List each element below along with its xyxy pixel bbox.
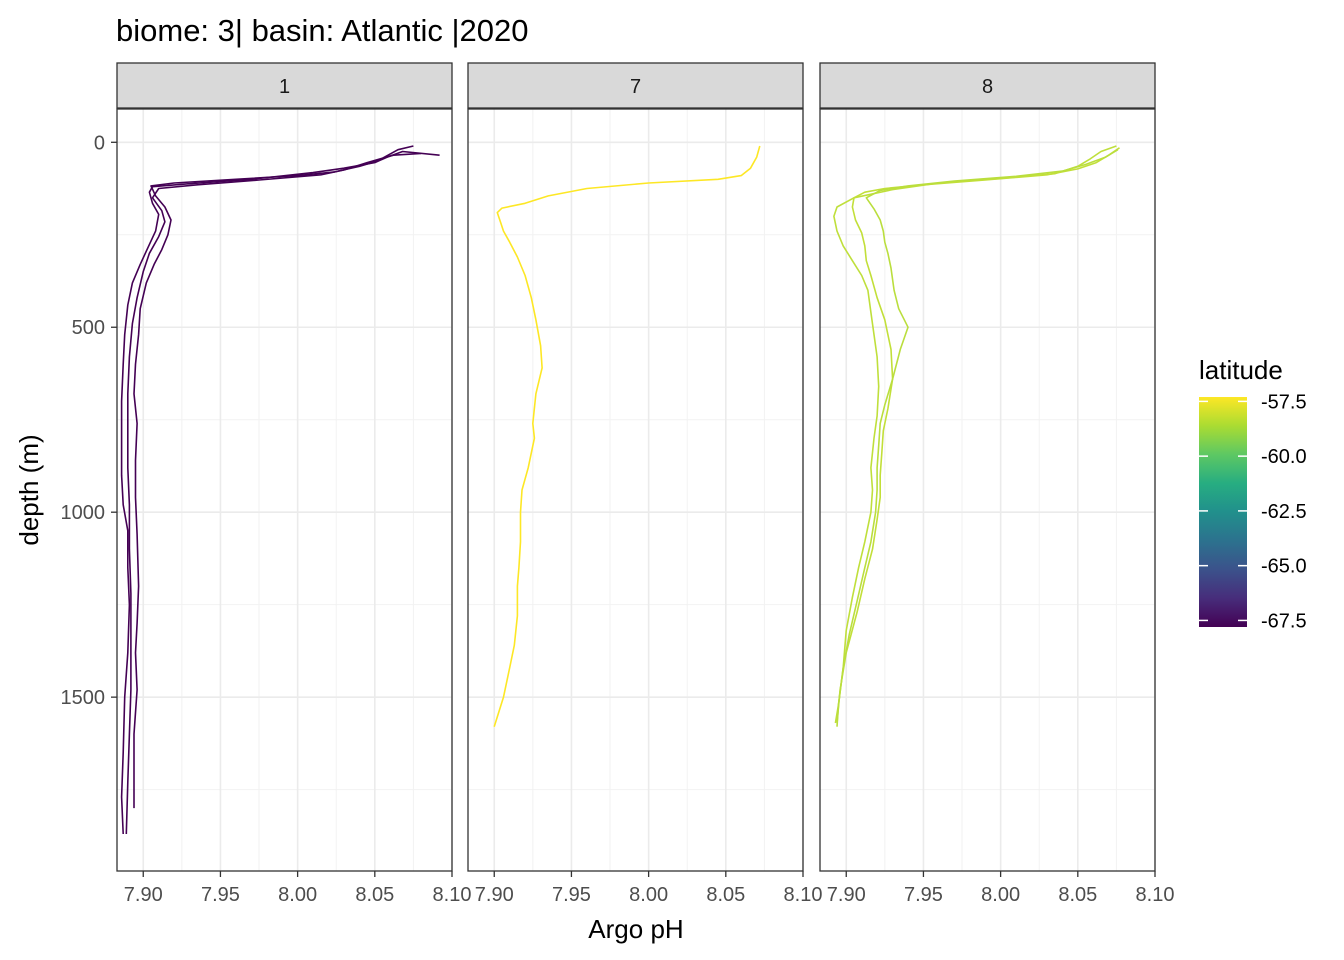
profile-line-8-2 [836,147,1120,724]
legend-ticks: -57.5 -60.0 -62.5 -65.0 -67.5 [1199,391,1307,632]
profile-line-1-1 [120,150,440,835]
panel-border [116,108,453,872]
legend: latitude -57.5 -60.0 -62.5 -65.0 -67.5 [1199,355,1307,632]
legend-tick-label: -57.5 [1261,391,1307,413]
x-tick-label: 7.90 [827,884,866,906]
x-tick-label: 7.95 [904,884,943,906]
x-tick-label: 7.95 [552,884,591,906]
y-tick-label: 500 [72,317,105,339]
legend-tick-label: -67.5 [1261,610,1307,632]
x-tick-label: 7.90 [124,884,163,906]
y-axis: 0 500 1000 1500 [61,132,117,709]
x-tick-label: 8.05 [1058,884,1097,906]
plot-background [117,109,452,871]
facet-panel-7: 7 7.90 7.95 8.00 8.05 8.10 [467,62,823,906]
x-tick-label: 8.10 [784,884,823,906]
x-tick-label: 8.05 [355,884,394,906]
legend-title: latitude [1199,355,1283,385]
plot-background [820,109,1155,871]
x-tick-label: 8.00 [278,884,317,906]
facet-strip-label: 7 [630,76,641,98]
chart-title: biome: 3| basin: Atlantic |2020 [116,13,528,48]
facet-strip [819,62,1156,109]
y-axis-title: depth (m) [14,434,44,545]
x-tick-label: 8.10 [1136,884,1175,906]
y-tick-label: 1000 [61,502,106,524]
x-tick-label: 7.90 [475,884,514,906]
legend-colorbar [1199,397,1247,627]
x-tick-label: 8.05 [706,884,745,906]
facet-strip [467,62,804,109]
facet-panel-1: 1 7.90 7.95 8.00 8.05 8.10 [116,62,472,906]
x-tick-label: 8.00 [981,884,1020,906]
x-tick-label: 7.95 [201,884,240,906]
x-axis-title: Argo pH [588,914,683,944]
facet-panels: 1 7.90 7.95 8.00 8.05 8.10 7 7.90 7.95 8.00 8.05 8.… [116,62,1175,906]
profile-line-1-3 [133,145,414,809]
facet-strip-label: 8 [982,76,993,98]
legend-tick-label: -65.0 [1261,556,1307,578]
legend-tick-label: -62.5 [1261,501,1307,523]
x-tick-label: 8.00 [629,884,668,906]
panel-border [467,108,804,872]
y-tick-label: 1500 [61,687,106,709]
profile-line-1-2 [125,152,422,835]
legend-tick-label: -60.0 [1261,446,1307,468]
x-tick-label: 8.10 [433,884,472,906]
y-tick-label: 0 [94,132,105,154]
profile-line-7-1 [493,145,761,727]
facet-strip [116,62,453,109]
facet-panel-8: 8 7.90 7.95 8.00 8.05 8.10 [819,62,1175,906]
plot-background [468,109,803,871]
profile-line-8-3 [836,149,1119,727]
panel-border [819,108,1156,872]
facet-strip-label: 1 [279,76,290,98]
